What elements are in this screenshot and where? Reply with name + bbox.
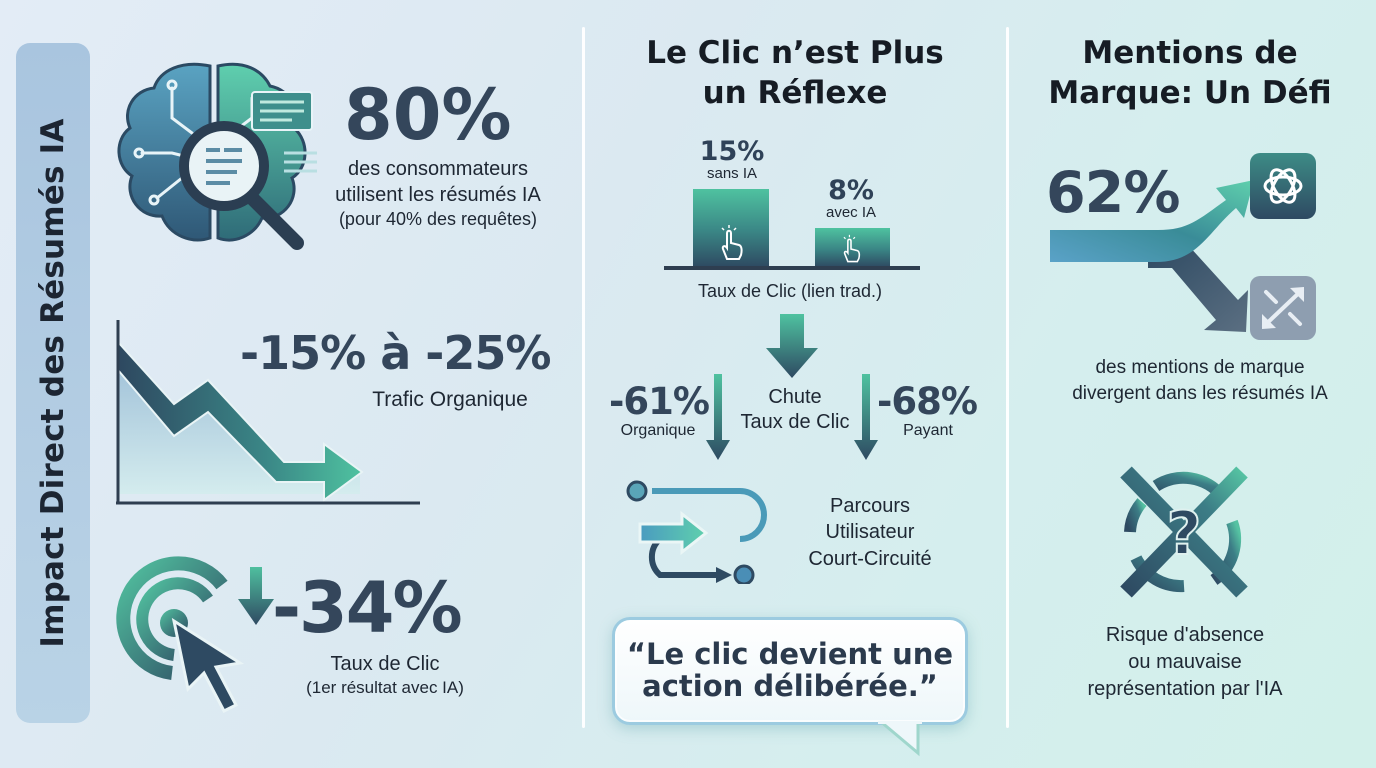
right-title-line2: Marque: Un Défi [1048, 75, 1332, 111]
sidebar-band [16, 43, 90, 723]
stat-ctr-label: Taux de Clic [330, 653, 440, 675]
crossed-question-icon: ? [1120, 466, 1248, 598]
drop-center-line2: Taux de Clic [740, 411, 850, 433]
down-arrow-paid-icon [854, 374, 878, 460]
hand-click-icon [721, 225, 743, 260]
brand-stat-value: 62% [1046, 160, 1180, 226]
brain-magnifier-icon [117, 62, 317, 250]
drop-paid-label: Payant [903, 422, 953, 439]
quote-bubble: “Le clic devient une action délibérée.” [612, 617, 968, 725]
stat-ctr-value: -34% [272, 567, 463, 649]
declining-chart-icon [116, 320, 420, 505]
diverging-arrows-icon [1050, 153, 1316, 340]
bar-label-sans-ia: sans IA [706, 165, 758, 182]
brand-stat-line1: des mentions de marque [1095, 357, 1305, 378]
down-arrow-icon [766, 314, 818, 378]
stat-80-line2: utilisent les résumés IA [335, 184, 541, 206]
stat-80-line1: des consommateurs [347, 158, 529, 180]
journey-line2: Utilisateur [825, 521, 915, 543]
journey-line3: Court-Circuité [808, 548, 932, 570]
bar-sans-ia [693, 189, 769, 267]
stat-80-line3: (pour 40% des requêtes) [338, 209, 538, 229]
hand-click-icon [843, 234, 861, 263]
quote-line1: “Le clic devient une [626, 637, 954, 672]
down-arrow-organic-icon [706, 374, 730, 460]
risk-line2: ou mauvaise [1128, 651, 1242, 673]
sidebar-title: Impact Direct des Résumés IA [35, 118, 71, 648]
risk-line1: Risque d'absence [1105, 624, 1265, 646]
bar-avec-ia [815, 228, 890, 267]
drop-center-line1: Chute [768, 386, 822, 408]
stat-traffic-label: Trafic Organique [372, 388, 528, 411]
bar-value-avec-ia: 8% [828, 175, 874, 206]
risk-line3: représentation par l'IA [1087, 678, 1283, 700]
drop-organic-label: Organique [620, 422, 696, 439]
quote-bubble-tail [878, 721, 922, 757]
target-cursor-down-icon [116, 556, 274, 713]
bar-axis [664, 266, 920, 270]
stat-ctr-sublabel: (1er résultat avec IA) [306, 678, 464, 697]
svg-text:?: ? [1167, 499, 1202, 569]
middle-title-line1: Le Clic n’est Plus [646, 35, 944, 71]
right-title-line1: Mentions de [1082, 35, 1298, 71]
stat-traffic-value: -15% à -25% [240, 326, 551, 380]
middle-title-line2: un Réflexe [702, 75, 888, 111]
bar-value-sans-ia: 15% [699, 136, 765, 167]
stat-80-value: 80% [344, 74, 512, 156]
quote-line2: action délibérée.” [642, 669, 938, 703]
user-journey-shortcut-icon [626, 480, 767, 584]
column-divider-left [582, 27, 585, 728]
drop-paid-value: -68% [877, 380, 978, 423]
column-divider-right [1006, 27, 1009, 728]
journey-line1: Parcours [829, 495, 911, 517]
bar-label-avec-ia: avec IA [825, 204, 877, 221]
brand-stat-line2: divergent dans les résumés IA [1072, 383, 1328, 404]
drop-organic-value: -61% [609, 380, 710, 423]
bar-axis-label: Taux de Clic (lien trad.) [697, 281, 883, 301]
